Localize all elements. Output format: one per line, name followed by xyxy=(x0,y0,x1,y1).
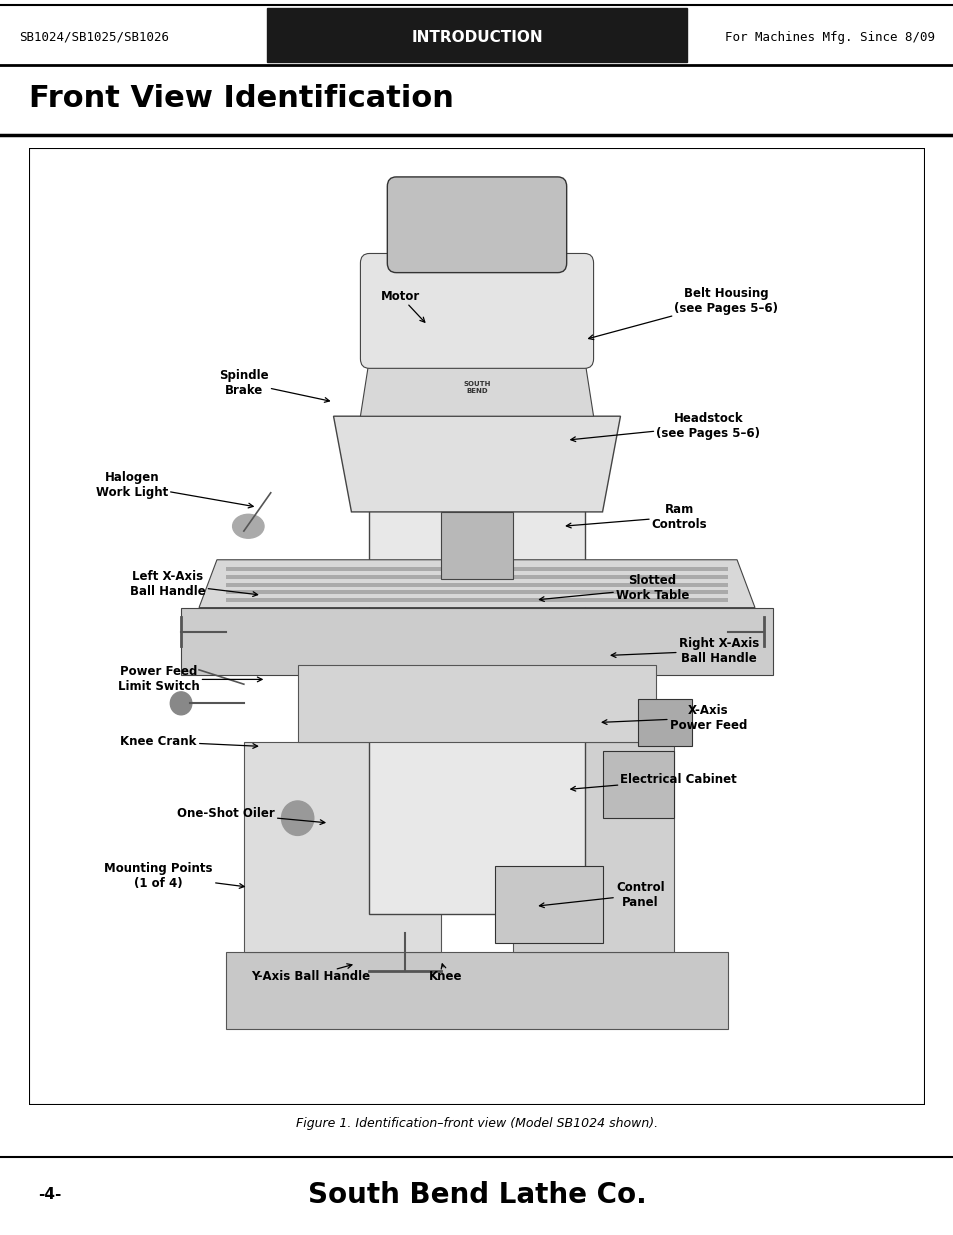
Text: Power Feed
Limit Switch: Power Feed Limit Switch xyxy=(117,666,262,693)
Bar xyxy=(495,866,602,942)
Polygon shape xyxy=(226,598,727,601)
Polygon shape xyxy=(226,583,727,587)
Text: -4-: -4- xyxy=(38,1188,62,1203)
Text: Motor: Motor xyxy=(381,290,424,322)
Text: Halogen
Work Light: Halogen Work Light xyxy=(95,471,253,508)
Text: Left X-Axis
Ball Handle: Left X-Axis Ball Handle xyxy=(130,569,257,598)
Bar xyxy=(602,751,674,819)
Text: One-Shot Oiler: One-Shot Oiler xyxy=(177,806,325,825)
Text: SOUTH
BEND: SOUTH BEND xyxy=(463,380,490,394)
Text: Electrical Cabinet: Electrical Cabinet xyxy=(570,773,737,792)
Bar xyxy=(267,9,686,63)
Bar xyxy=(638,699,692,746)
Polygon shape xyxy=(440,513,513,579)
FancyBboxPatch shape xyxy=(387,177,566,273)
Text: Ram
Controls: Ram Controls xyxy=(566,503,707,531)
Text: South Bend Lathe Co.: South Bend Lathe Co. xyxy=(307,1181,646,1209)
Text: Figure 1. Identification–front view (Model SB1024 shown).: Figure 1. Identification–front view (Mod… xyxy=(295,1118,658,1130)
Polygon shape xyxy=(226,567,727,572)
Text: INTRODUCTION: INTRODUCTION xyxy=(411,30,542,44)
Text: Slotted
Work Table: Slotted Work Table xyxy=(538,574,689,603)
Circle shape xyxy=(171,692,192,715)
Polygon shape xyxy=(334,416,619,513)
Polygon shape xyxy=(297,664,656,741)
Text: For Machines Mfg. Since 8/09: For Machines Mfg. Since 8/09 xyxy=(724,31,934,44)
Text: X-Axis
Power Feed: X-Axis Power Feed xyxy=(601,704,746,731)
Ellipse shape xyxy=(233,514,264,538)
Circle shape xyxy=(281,802,314,835)
Text: Knee: Knee xyxy=(429,963,462,983)
Text: Knee Crank: Knee Crank xyxy=(120,735,257,748)
Polygon shape xyxy=(226,590,727,594)
Polygon shape xyxy=(244,741,440,952)
Text: Spindle
Brake: Spindle Brake xyxy=(219,369,329,403)
Polygon shape xyxy=(513,741,674,952)
Text: Y-Axis Ball Handle: Y-Axis Ball Handle xyxy=(252,963,371,983)
Polygon shape xyxy=(226,952,727,1029)
Polygon shape xyxy=(226,576,727,579)
Polygon shape xyxy=(199,559,754,608)
Text: Belt Housing
(see Pages 5–6): Belt Housing (see Pages 5–6) xyxy=(588,288,778,340)
Polygon shape xyxy=(360,359,593,416)
Polygon shape xyxy=(181,608,772,674)
FancyBboxPatch shape xyxy=(360,253,593,368)
Text: Mounting Points
(1 of 4): Mounting Points (1 of 4) xyxy=(104,862,244,889)
Polygon shape xyxy=(369,321,584,914)
Text: Right X-Axis
Ball Handle: Right X-Axis Ball Handle xyxy=(611,637,759,664)
Text: Control
Panel: Control Panel xyxy=(538,881,664,909)
Text: Front View Identification: Front View Identification xyxy=(29,84,453,114)
Text: Headstock
(see Pages 5–6): Headstock (see Pages 5–6) xyxy=(570,411,760,442)
Text: SB1024/SB1025/SB1026: SB1024/SB1025/SB1026 xyxy=(19,31,169,44)
